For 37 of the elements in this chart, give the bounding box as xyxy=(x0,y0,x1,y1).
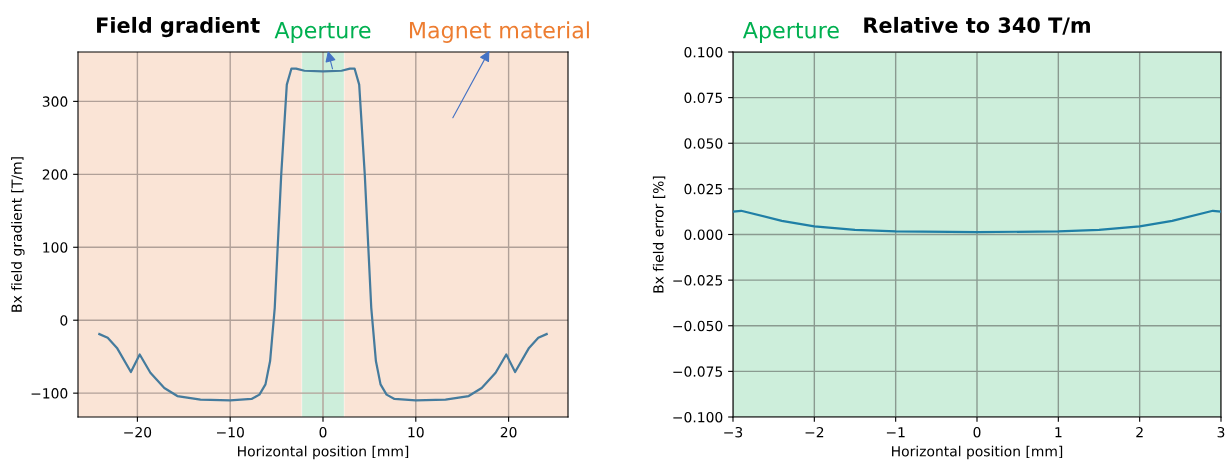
x-axis-title: Horizontal position [mm] xyxy=(892,445,1063,460)
chart-title: Field gradient xyxy=(97,16,260,38)
y-axis-title: Bx field gradient [T/m] xyxy=(11,157,25,312)
text: Magnet material xyxy=(409,21,589,43)
y-tick-label: 0.050 xyxy=(684,138,723,149)
y-axis-title: Bx field error [%] xyxy=(652,176,666,293)
y-tick-label: −100 xyxy=(31,388,68,399)
x-tick-label: 10 xyxy=(408,426,424,438)
x-tick-label: −3 xyxy=(724,426,743,438)
x-tick-label: 1 xyxy=(1055,427,1062,438)
y-tick-label: 200 xyxy=(42,169,68,180)
x-tick-label: −20 xyxy=(124,426,152,438)
y-tick-label: 0 xyxy=(60,315,68,326)
x-tick-label: 20 xyxy=(500,426,517,438)
x-tick-label: 3 xyxy=(1217,426,1225,438)
x-tick-label: −10 xyxy=(217,426,244,438)
x-tick-label: 0 xyxy=(973,426,981,438)
text: Aperture xyxy=(742,22,839,43)
y-tick-label: −0.100 xyxy=(673,411,723,423)
x-tick-label: 2 xyxy=(1136,426,1143,438)
annotation: Aperture xyxy=(274,22,371,43)
x-tick-label: −2 xyxy=(805,426,824,438)
y-tick-label: 0.000 xyxy=(684,229,723,240)
y-tick-label: −0.050 xyxy=(673,320,723,332)
line-series xyxy=(733,209,1221,234)
y-tick-label: 0.075 xyxy=(684,92,723,104)
x-axis-title: Horizontal position [mm] xyxy=(238,445,409,460)
y-tick-label: −0.075 xyxy=(673,366,723,377)
y-tick-label: 0.025 xyxy=(684,183,723,195)
y-tick-label: 0.100 xyxy=(684,46,723,58)
y-tick-label: 300 xyxy=(42,96,68,107)
y-tick-label: 100 xyxy=(43,242,68,253)
line-series xyxy=(98,67,548,402)
x-tick-label: 0 xyxy=(319,426,327,438)
x-tick-label: −1 xyxy=(886,427,905,438)
y-tick-label: −0.025 xyxy=(673,275,723,286)
chart-title: Relative to 340 T/m xyxy=(864,16,1090,35)
